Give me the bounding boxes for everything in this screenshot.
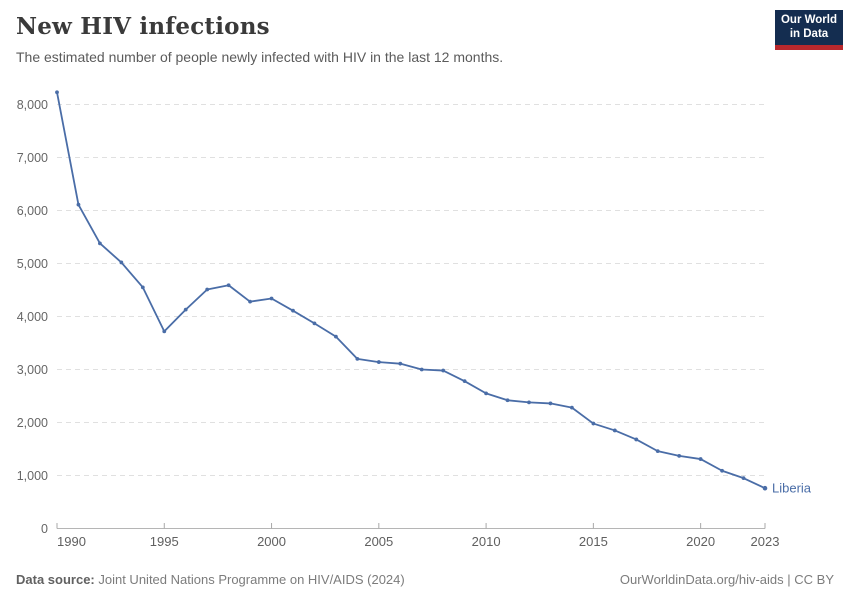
y-axis-tick-label: 7,000 (17, 151, 48, 165)
data-point[interactable] (76, 202, 81, 207)
data-point[interactable] (548, 401, 553, 406)
x-axis-tick-label: 2010 (472, 534, 501, 549)
owid-logo-line1: Our World (780, 13, 837, 26)
data-point[interactable] (612, 428, 617, 433)
data-point[interactable] (762, 485, 768, 491)
data-point[interactable] (505, 398, 510, 403)
chart-subtitle: The estimated number of people newly inf… (16, 49, 504, 65)
y-axis-tick-label: 2,000 (17, 416, 48, 430)
data-point[interactable] (655, 449, 660, 454)
data-point[interactable] (698, 457, 703, 461)
data-line-liberia[interactable] (56, 91, 766, 490)
y-axis-tick-label: 0 (41, 522, 48, 536)
y-axis-tick-label: 1,000 (17, 469, 48, 483)
data-point[interactable] (55, 90, 59, 95)
owid-logo-line2: in Data (789, 27, 829, 40)
chart-header: New HIV infections The estimated number … (16, 13, 760, 65)
x-axis-tick-label: 2023 (751, 534, 780, 549)
data-point[interactable] (205, 287, 210, 292)
data-point[interactable] (183, 307, 188, 312)
data-point[interactable] (162, 329, 167, 334)
data-point[interactable] (527, 400, 531, 405)
y-axis-tick-label: 4,000 (17, 310, 48, 324)
data-point[interactable] (591, 421, 596, 426)
data-point[interactable] (269, 296, 274, 301)
x-axis-tick-label: 2020 (686, 534, 715, 549)
data-point[interactable] (248, 299, 252, 304)
x-axis-tick-label: 2005 (364, 534, 393, 549)
data-point[interactable] (376, 360, 381, 364)
data-point[interactable] (291, 308, 295, 313)
data-point[interactable] (419, 367, 424, 372)
data-point[interactable] (98, 241, 102, 246)
y-axis-tick-label: 3,000 (17, 363, 48, 377)
x-axis-tick-label: 1995 (150, 534, 179, 549)
data-point[interactable] (677, 453, 682, 458)
data-point[interactable] (720, 468, 724, 473)
data-point[interactable] (226, 283, 231, 288)
data-point[interactable] (355, 357, 360, 361)
data-source-text: Data source: Joint United Nations Progra… (16, 572, 405, 587)
x-axis-tick-label: 2015 (579, 534, 608, 549)
y-axis-tick-label: 8,000 (17, 98, 48, 112)
x-axis-tick-label: 2000 (257, 534, 286, 549)
chart-footer: Data source: Joint United Nations Progra… (16, 572, 834, 587)
data-point[interactable] (119, 260, 124, 265)
data-point[interactable] (398, 361, 403, 366)
data-source-label: Data source: (16, 572, 95, 587)
y-axis-tick-label: 6,000 (17, 204, 48, 218)
owid-cc-by-link[interactable]: OurWorldinData.org/hiv-aids | CC BY (619, 572, 834, 587)
series-label-liberia[interactable]: Liberia (772, 481, 812, 496)
y-axis-tick-label: 5,000 (17, 257, 48, 271)
owid-logo[interactable]: Our World in Data (775, 10, 843, 50)
page-title: New HIV infections (16, 13, 270, 40)
data-point[interactable] (312, 321, 317, 326)
data-point[interactable] (140, 285, 145, 290)
data-point[interactable] (441, 368, 446, 373)
data-point[interactable] (334, 334, 338, 339)
data-source-value: Joint United Nations Programme on HIV/AI… (94, 572, 405, 587)
data-point[interactable] (741, 476, 746, 481)
data-point[interactable] (634, 437, 639, 442)
data-point[interactable] (462, 379, 467, 384)
x-axis-tick-label: 1990 (57, 534, 86, 549)
data-point[interactable] (484, 391, 488, 396)
data-point[interactable] (570, 405, 574, 410)
